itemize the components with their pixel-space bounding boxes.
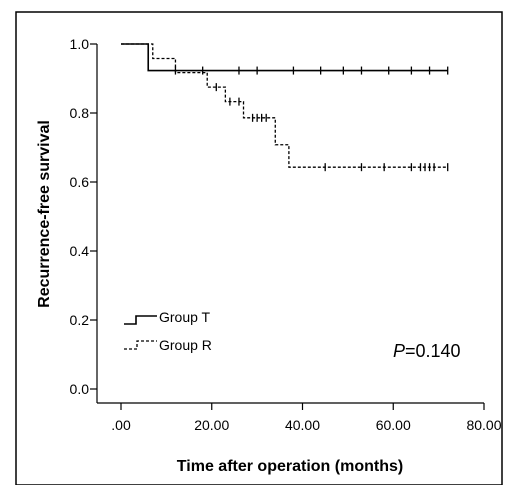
x-ticks: .00 20.00 40.00 60.00 80.00 xyxy=(111,403,502,433)
y-tick-label: 0.8 xyxy=(70,105,90,121)
x-tick-label: 60.00 xyxy=(376,417,411,433)
legend: Group T Group R xyxy=(124,309,212,353)
legend-swatch-dashed xyxy=(124,340,157,350)
x-tick-label: 40.00 xyxy=(285,417,320,433)
y-tick-label: 0.4 xyxy=(70,243,90,259)
x-axis-title: Time after operation (months) xyxy=(177,458,403,475)
y-tick-label: 0.0 xyxy=(70,381,90,397)
y-ticks: 0.0 0.2 0.4 0.6 0.8 1.0 xyxy=(70,36,97,397)
y-tick-label: 0.6 xyxy=(70,174,90,190)
series-group-t xyxy=(121,43,449,75)
legend-item-group-t: Group T xyxy=(124,309,211,325)
y-tick-label: 1.0 xyxy=(70,36,90,52)
y-tick-label: 0.2 xyxy=(70,312,90,328)
y-axis-title: Recurrence-free survival xyxy=(36,120,53,308)
x-tick-label: 20.00 xyxy=(194,417,229,433)
series-line-group-r xyxy=(121,43,448,168)
legend-swatch-solid xyxy=(124,315,157,325)
legend-label-group-r: Group R xyxy=(159,337,212,353)
series-layer xyxy=(121,43,449,172)
p-value-annotation: P=0.140 xyxy=(393,341,461,361)
p-value-number: =0.140 xyxy=(405,341,461,361)
x-tick-label: 80.00 xyxy=(466,417,501,433)
series-line-group-t xyxy=(121,43,448,72)
axes: 0.0 0.2 0.4 0.6 0.8 1.0 .00 20.00 40.00 60.00 80.… xyxy=(70,36,502,433)
series-group-r xyxy=(121,43,449,172)
legend-item-group-r: Group R xyxy=(124,337,212,353)
x-tick-label: .00 xyxy=(111,417,131,433)
legend-label-group-t: Group T xyxy=(159,309,211,325)
p-value-symbol: P xyxy=(393,341,405,361)
